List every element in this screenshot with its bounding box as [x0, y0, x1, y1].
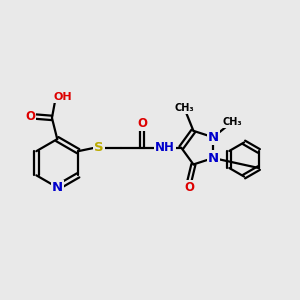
Text: CH₃: CH₃	[222, 117, 242, 127]
Text: O: O	[25, 110, 35, 123]
Text: S: S	[94, 141, 104, 154]
Text: CH₃: CH₃	[175, 103, 194, 113]
Text: N: N	[208, 131, 219, 144]
Text: NH: NH	[155, 141, 175, 154]
Text: OH: OH	[53, 92, 72, 102]
Text: N: N	[208, 152, 219, 164]
Text: N: N	[52, 181, 63, 194]
Text: O: O	[137, 117, 147, 130]
Text: O: O	[184, 181, 194, 194]
